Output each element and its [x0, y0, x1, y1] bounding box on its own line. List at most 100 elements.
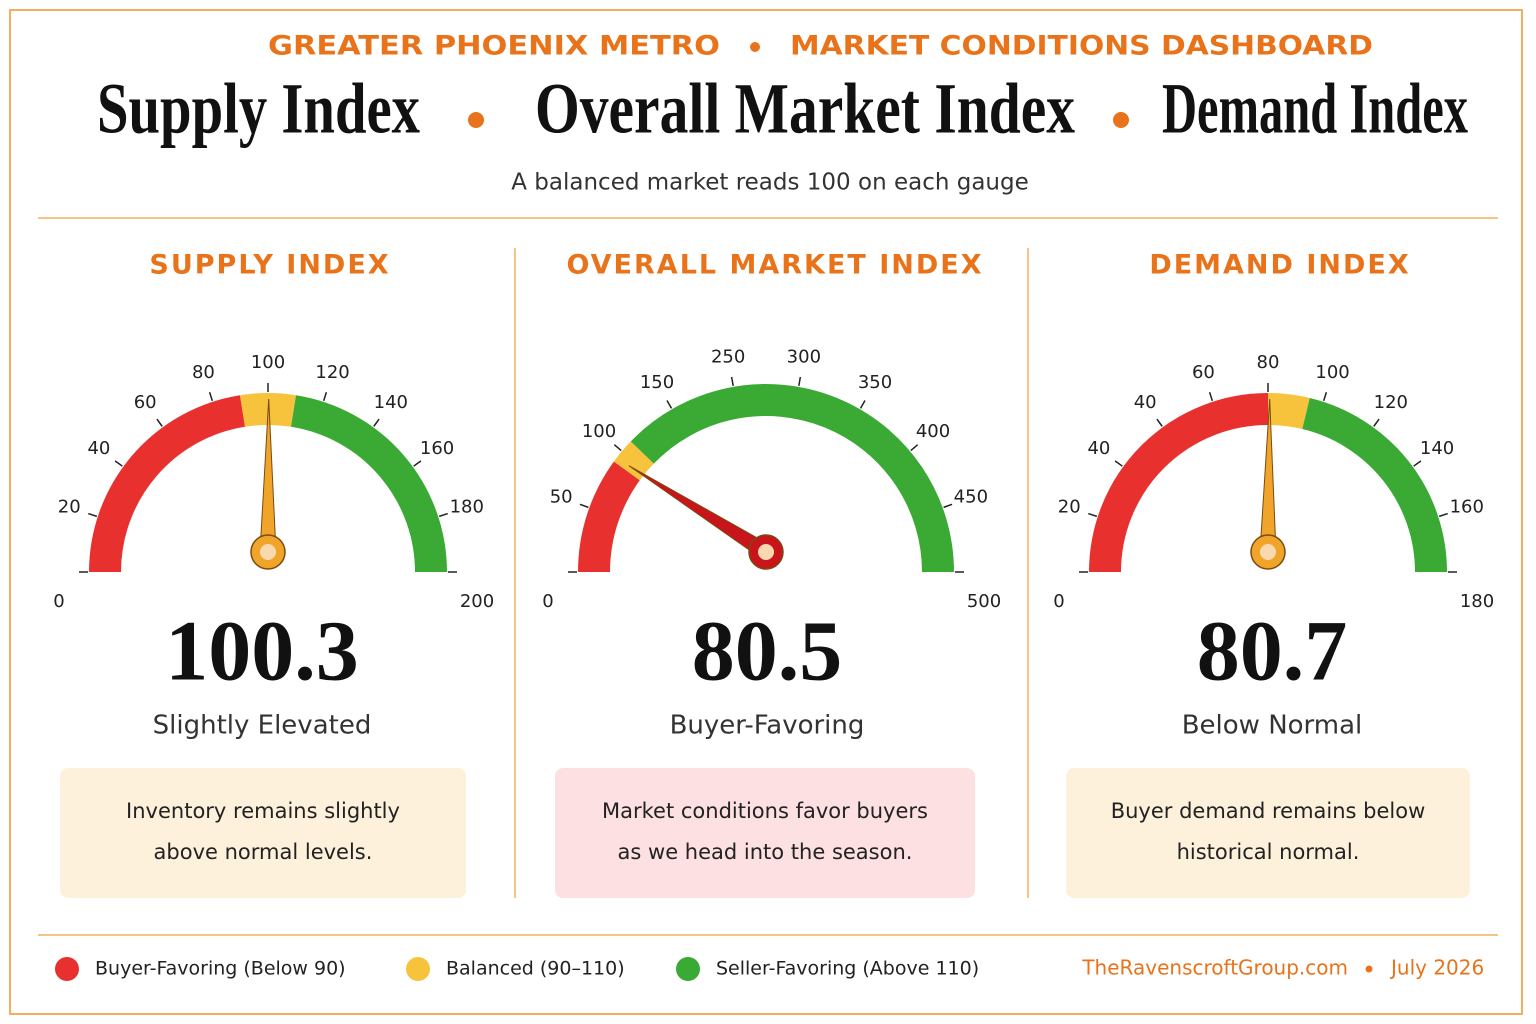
gauge-band: [630, 384, 954, 573]
footer-site: TheRavenscroftGroup.com: [1081, 956, 1348, 980]
tick-mark: [1088, 512, 1098, 518]
tick-mark: [156, 418, 163, 427]
tick-label: 80: [192, 362, 215, 383]
tick-label: 60: [134, 392, 157, 413]
gauge-status: Below Normal: [1182, 711, 1363, 741]
gauge-title: DEMAND INDEX: [1149, 250, 1410, 281]
tick-label: 450: [954, 486, 988, 507]
gauge-title: SUPPLY INDEX: [149, 250, 390, 281]
tick-label: 150: [640, 372, 674, 393]
tick-mark: [943, 503, 953, 509]
tick-label: 100: [582, 421, 616, 442]
tick-mark: [730, 376, 734, 387]
tick-mark: [208, 392, 214, 402]
tick-label: 200: [460, 591, 494, 612]
tick-label: 20: [1058, 496, 1081, 517]
note-text: historical normal.: [1177, 840, 1360, 864]
note-text: as we head into the season.: [618, 840, 913, 864]
tick-label: 250: [711, 346, 745, 367]
bullet: [468, 112, 484, 128]
tick-mark: [1438, 512, 1448, 518]
title: Demand Index: [1162, 69, 1468, 149]
legend-label: Buyer-Favoring (Below 90): [95, 958, 346, 980]
gauge-band: [578, 461, 641, 573]
bullet: [750, 42, 760, 52]
tick-mark: [438, 512, 448, 518]
tick-label: 60: [1192, 362, 1215, 383]
note-text: Inventory remains slightly: [126, 799, 400, 823]
tick-label: 400: [916, 421, 950, 442]
tick-mark: [373, 418, 380, 427]
legend-label: Seller-Favoring (Above 110): [716, 958, 979, 980]
tick-mark: [413, 460, 422, 467]
tick-label: 20: [58, 496, 81, 517]
gauge-status: Buyer-Favoring: [670, 711, 865, 741]
needle-hub-center: [1260, 544, 1276, 560]
tick-mark: [1413, 460, 1422, 467]
title: Overall Market Index: [535, 69, 1075, 149]
note-text: above normal levels.: [154, 840, 373, 864]
tick-mark: [859, 400, 866, 409]
tick-label: 40: [1087, 438, 1110, 459]
tick-mark: [114, 460, 123, 467]
tick-label: 50: [550, 486, 573, 507]
tick-label: 0: [1053, 591, 1064, 612]
tick-label: 350: [858, 372, 892, 393]
subtitle: A balanced market reads 100 on each gaug…: [511, 170, 1029, 196]
gauge-value: 80.7: [1197, 603, 1348, 699]
tick-label: 40: [87, 438, 110, 459]
gauge-value: 80.5: [692, 603, 843, 699]
tick-label: 40: [1134, 392, 1157, 413]
needle-hub-center: [260, 544, 276, 560]
tick-mark: [613, 444, 622, 452]
gauge-status: Slightly Elevated: [153, 711, 372, 741]
tick-mark: [798, 376, 802, 387]
title: Supply Index: [97, 69, 420, 149]
tick-label: 180: [450, 496, 484, 517]
gauge-value: 100.3: [165, 603, 359, 699]
tick-label: 140: [374, 392, 408, 413]
tick-label: 160: [1450, 496, 1484, 517]
tick-mark: [1156, 418, 1163, 427]
tick-mark: [1322, 392, 1328, 402]
gauge-band: [613, 441, 654, 481]
gauge-band: [290, 395, 447, 573]
tick-label: 100: [1315, 362, 1349, 383]
bullet: [1113, 112, 1129, 128]
legend-swatch: [406, 957, 430, 981]
tick-mark: [1114, 460, 1123, 467]
tick-label: 300: [787, 346, 821, 367]
kicker: MARKET CONDITIONS DASHBOARD: [790, 31, 1373, 62]
gauge-band: [1302, 397, 1447, 573]
legend-swatch: [676, 957, 700, 981]
tick-label: 180: [1460, 591, 1494, 612]
tick-label: 0: [53, 591, 64, 612]
gauge-band: [1267, 393, 1310, 430]
tick-mark: [88, 512, 98, 518]
legend-swatch: [55, 957, 79, 981]
tick-mark: [579, 503, 589, 509]
gauge-band: [89, 395, 246, 573]
tick-mark: [666, 400, 673, 409]
tick-label: 80: [1257, 352, 1280, 373]
note-box: [60, 768, 466, 898]
kicker: GREATER PHOENIX METRO: [268, 31, 720, 62]
tick-label: 160: [420, 438, 454, 459]
note-box: [555, 768, 975, 898]
tick-label: 120: [1374, 392, 1408, 413]
needle-hub-center: [758, 544, 774, 560]
note-text: Market conditions favor buyers: [602, 799, 928, 823]
tick-label: 100: [251, 352, 285, 373]
tick-mark: [910, 444, 919, 452]
footer-date: July 2026: [1389, 956, 1484, 980]
legend-label: Balanced (90–110): [446, 958, 625, 980]
tick-label: 140: [1420, 438, 1454, 459]
tick-label: 500: [967, 591, 1001, 612]
tick-mark: [322, 392, 328, 402]
note-text: Buyer demand remains below: [1111, 799, 1426, 823]
note-box: [1066, 768, 1470, 898]
gauge-title: OVERALL MARKET INDEX: [566, 250, 983, 281]
tick-mark: [1208, 392, 1214, 402]
